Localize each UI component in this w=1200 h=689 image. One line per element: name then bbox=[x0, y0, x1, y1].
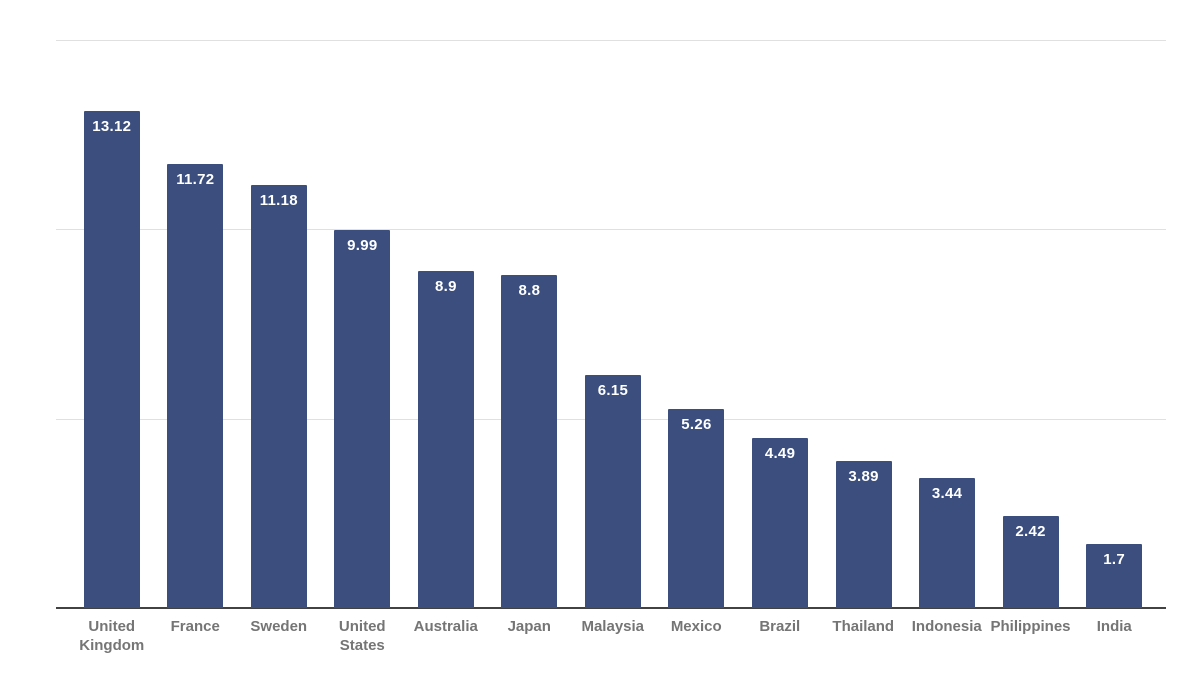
x-axis-label: India bbox=[1096, 618, 1132, 635]
bar-malaysia: 6.15 bbox=[584, 375, 641, 608]
bar-value-label: 1.7 bbox=[1103, 550, 1126, 568]
x-axis-line bbox=[56, 607, 1166, 609]
bar-mexico: 5.26 bbox=[668, 408, 725, 608]
bar-value-label: 13.12 bbox=[92, 118, 132, 136]
bar-thailand: 3.89 bbox=[835, 460, 892, 608]
bar-value-label: 4.49 bbox=[764, 444, 796, 462]
x-axis-label: Thailand bbox=[832, 618, 895, 635]
x-axis-label: Mexico bbox=[670, 618, 722, 635]
bar-brazil: 4.49 bbox=[752, 437, 809, 608]
bar-value-label: 9.99 bbox=[347, 236, 378, 254]
bar-indonesia: 3.44 bbox=[919, 477, 976, 608]
bar-slot: 8.8 bbox=[488, 40, 572, 608]
x-axis-label: Indonesia bbox=[911, 618, 982, 635]
bar-slot: 3.44 bbox=[905, 40, 989, 608]
x-axis-label: Philippines bbox=[990, 618, 1071, 635]
x-axis-label: Japan bbox=[507, 618, 551, 635]
gridline-10 bbox=[56, 229, 1166, 231]
bar-value-label: 2.42 bbox=[1015, 523, 1046, 541]
bars-group: 13.12 11.72 11.18 9.99 8.9 8.8 6.15 5.26 4.49 3.8… bbox=[70, 40, 1156, 608]
x-axis-label: France bbox=[170, 618, 220, 635]
bar-india: 1.7 bbox=[1086, 543, 1143, 608]
bar-slot: 3.89 bbox=[822, 40, 906, 608]
bar-japan: 8.8 bbox=[501, 274, 558, 608]
bar-france: 11.72 bbox=[167, 164, 224, 608]
bar-philippines: 2.42 bbox=[1002, 516, 1059, 608]
bar-slot: 13.12 bbox=[70, 40, 154, 608]
bar-value-label: 11.18 bbox=[259, 191, 298, 209]
bar-slot: 11.18 bbox=[237, 40, 321, 608]
bar-value-label: 3.89 bbox=[848, 467, 879, 485]
x-axis-label: Malaysia bbox=[581, 618, 645, 635]
bar-value-label: 6.15 bbox=[597, 382, 629, 400]
bar-slot: 8.9 bbox=[404, 40, 488, 608]
gridline-15 bbox=[56, 40, 1166, 41]
x-axis-labels-group: United Kingdom France Sweden United States A… bbox=[70, 617, 1156, 655]
x-axis-label: United Kingdom bbox=[79, 618, 145, 654]
bar-slot: 5.26 bbox=[655, 40, 739, 608]
bar-value-label: 8.8 bbox=[518, 281, 541, 299]
bar-slot: 6.15 bbox=[571, 40, 655, 608]
bar-value-label: 8.9 bbox=[435, 278, 457, 295]
bar-value-label: 3.44 bbox=[931, 484, 963, 502]
bar-slot: 1.7 bbox=[1072, 40, 1156, 608]
bar-slot: 2.42 bbox=[989, 40, 1073, 608]
bar-slot: 9.99 bbox=[321, 40, 405, 608]
x-axis-label: Australia bbox=[413, 618, 478, 635]
bar-value-label: 5.26 bbox=[681, 415, 712, 433]
bar-slot: 11.72 bbox=[154, 40, 238, 608]
x-axis-label: Brazil bbox=[759, 618, 801, 635]
bar-value-label: 11.72 bbox=[176, 171, 215, 189]
x-axis-label: Sweden bbox=[250, 618, 308, 635]
x-axis-label: United States bbox=[338, 618, 386, 654]
bar-united-kingdom: 13.12 bbox=[83, 111, 140, 608]
bar-slot: 4.49 bbox=[738, 40, 822, 608]
bar-sweden: 11.18 bbox=[250, 184, 307, 608]
bar-australia: 8.9 bbox=[417, 271, 474, 608]
bar-united-states: 9.99 bbox=[334, 229, 391, 608]
